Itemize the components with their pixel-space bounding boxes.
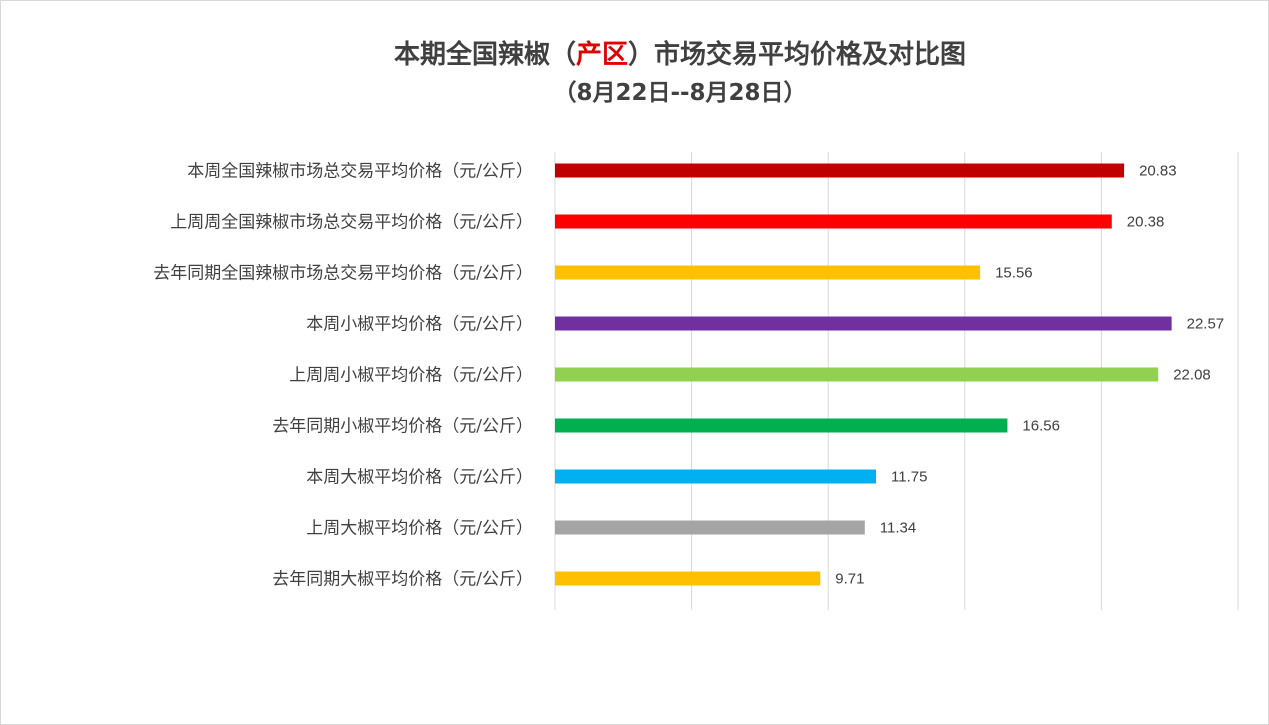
chart-title-prefix: 本期全国辣椒（ [393,40,576,70]
value-label: 11.75 [891,469,927,486]
chart-title-suffix: ）市场交易平均价格及对比图 [628,40,967,70]
bar [555,418,1008,433]
bar [555,163,1125,178]
category-label: 本周全国辣椒市场总交易平均价格（元/公斤） [187,162,533,182]
chart-subtitle: （8月22日--8月28日） [553,80,807,106]
category-label: 去年同期全国辣椒市场总交易平均价格（元/公斤） [153,264,533,284]
value-label: 22.08 [1173,367,1211,384]
value-label: 20.83 [1139,163,1177,180]
value-label: 11.34 [880,520,916,537]
bar [555,520,865,535]
category-label: 去年同期小椒平均价格（元/公斤） [272,417,533,437]
bar [555,571,821,586]
bars [555,163,1172,586]
value-label: 20.38 [1127,214,1165,231]
labels: 本周全国辣椒市场总交易平均价格（元/公斤） 20.83 上周周全国辣椒市场总交易平均… [153,162,1224,590]
category-label: 上周周全国辣椒市场总交易平均价格（元/公斤） [170,213,533,233]
bar [555,265,981,280]
value-label: 15.56 [995,265,1033,282]
bar [555,469,877,484]
category-label: 本周小椒平均价格（元/公斤） [306,315,533,335]
bar [555,316,1172,331]
category-label: 上周周小椒平均价格（元/公斤） [289,366,533,386]
bar [555,367,1159,382]
category-label: 本周大椒平均价格（元/公斤） [306,468,533,488]
value-label: 22.57 [1187,316,1225,333]
chart-title: 本期全国辣椒（产区）市场交易平均价格及对比图 [0,34,1269,71]
chart-title-highlight: 产区 [575,40,628,70]
value-label: 16.56 [1022,418,1060,435]
category-label: 去年同期大椒平均价格（元/公斤） [272,570,533,590]
bar [555,214,1112,229]
category-label: 上周大椒平均价格（元/公斤） [306,519,533,539]
value-label: 9.71 [835,571,864,588]
